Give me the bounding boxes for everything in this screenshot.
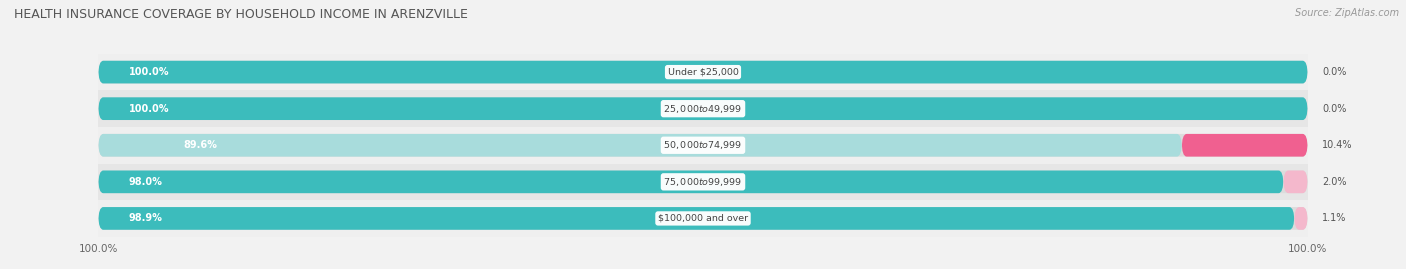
FancyBboxPatch shape xyxy=(98,61,1308,83)
FancyBboxPatch shape xyxy=(98,207,1295,230)
Bar xyxy=(98,200,1308,237)
Text: $25,000 to $49,999: $25,000 to $49,999 xyxy=(664,103,742,115)
Text: $100,000 and over: $100,000 and over xyxy=(658,214,748,223)
FancyBboxPatch shape xyxy=(1182,134,1308,157)
FancyBboxPatch shape xyxy=(98,61,1308,83)
Text: HEALTH INSURANCE COVERAGE BY HOUSEHOLD INCOME IN ARENZVILLE: HEALTH INSURANCE COVERAGE BY HOUSEHOLD I… xyxy=(14,8,468,21)
Text: Source: ZipAtlas.com: Source: ZipAtlas.com xyxy=(1295,8,1399,18)
Text: 89.6%: 89.6% xyxy=(183,140,217,150)
FancyBboxPatch shape xyxy=(98,171,1284,193)
Text: Under $25,000: Under $25,000 xyxy=(668,68,738,77)
Text: $50,000 to $74,999: $50,000 to $74,999 xyxy=(664,139,742,151)
Text: 1.1%: 1.1% xyxy=(1322,213,1347,224)
FancyBboxPatch shape xyxy=(1295,207,1308,230)
FancyBboxPatch shape xyxy=(98,97,1308,120)
Bar xyxy=(98,54,1308,90)
Bar xyxy=(98,127,1308,164)
FancyBboxPatch shape xyxy=(98,134,1182,157)
Text: 98.0%: 98.0% xyxy=(129,177,163,187)
Text: 98.9%: 98.9% xyxy=(129,213,163,224)
Text: 100.0%: 100.0% xyxy=(129,67,169,77)
Text: 10.4%: 10.4% xyxy=(1322,140,1353,150)
Text: $75,000 to $99,999: $75,000 to $99,999 xyxy=(664,176,742,188)
FancyBboxPatch shape xyxy=(98,134,1308,157)
Text: 2.0%: 2.0% xyxy=(1322,177,1347,187)
FancyBboxPatch shape xyxy=(1284,171,1308,193)
Text: 0.0%: 0.0% xyxy=(1322,104,1347,114)
Text: 0.0%: 0.0% xyxy=(1322,67,1347,77)
Bar xyxy=(98,90,1308,127)
FancyBboxPatch shape xyxy=(98,171,1308,193)
FancyBboxPatch shape xyxy=(98,97,1308,120)
FancyBboxPatch shape xyxy=(98,207,1308,230)
Text: 100.0%: 100.0% xyxy=(129,104,169,114)
Bar xyxy=(98,164,1308,200)
